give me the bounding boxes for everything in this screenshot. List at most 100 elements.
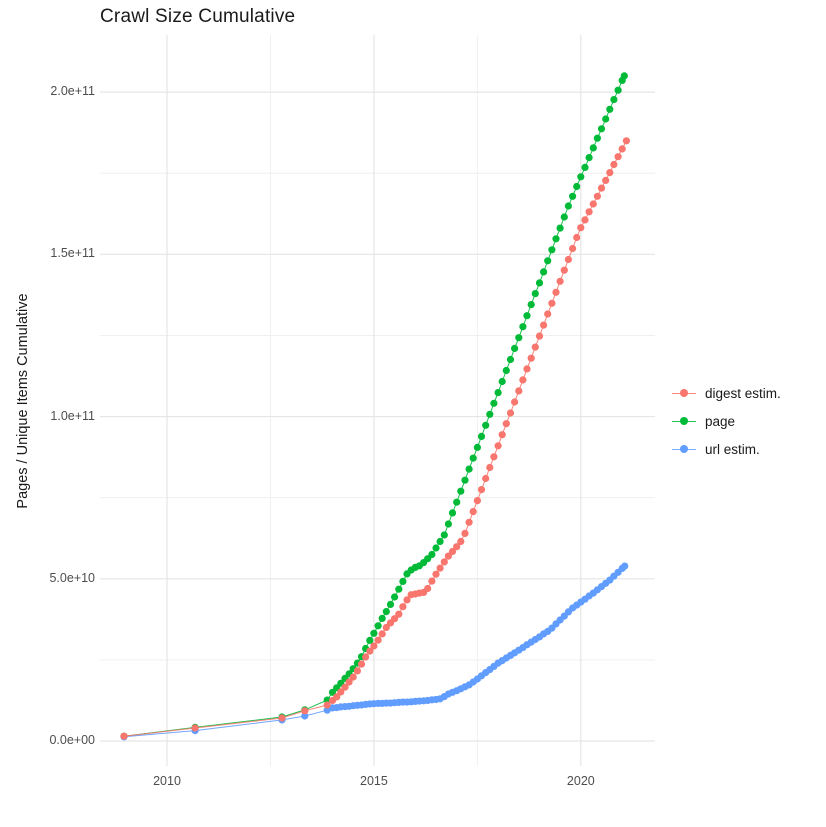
data-point <box>581 163 589 171</box>
data-point <box>602 176 610 184</box>
data-point <box>515 334 523 342</box>
data-point <box>482 421 490 429</box>
data-point <box>374 636 382 644</box>
data-point <box>386 600 395 609</box>
data-point <box>399 603 407 611</box>
data-point <box>440 531 448 539</box>
data-point <box>486 463 494 472</box>
data-point <box>589 144 597 152</box>
data-point <box>473 443 481 451</box>
data-point <box>614 86 622 94</box>
data-point <box>573 233 581 242</box>
data-point <box>618 145 626 153</box>
data-point <box>523 365 531 373</box>
data-point <box>395 585 403 593</box>
data-point <box>556 277 564 285</box>
data-point <box>457 537 465 546</box>
legend-key-point-icon <box>672 386 696 400</box>
data-point <box>502 366 510 375</box>
data-point <box>477 432 486 440</box>
data-point <box>378 614 386 623</box>
y-tick-label: 2.0e+11 <box>50 84 95 99</box>
data-point <box>457 487 465 495</box>
data-point <box>428 577 436 585</box>
data-point <box>548 299 556 307</box>
data-point <box>515 387 523 395</box>
data-point <box>494 389 502 397</box>
data-point <box>510 398 519 406</box>
data-point <box>490 453 498 461</box>
data-point <box>337 688 345 696</box>
legend: digest estim. page url estim. <box>672 379 781 463</box>
data-point <box>498 377 506 386</box>
x-tick-label: 2010 <box>153 774 181 788</box>
data-point <box>448 547 457 556</box>
data-point <box>490 399 498 407</box>
data-point <box>589 200 597 208</box>
chart-title: Crawl Size Cumulative <box>100 6 296 27</box>
legend-key-point-icon <box>672 414 696 428</box>
data-point <box>328 688 337 696</box>
data-point <box>523 312 531 320</box>
data-point <box>366 647 374 655</box>
data-point <box>548 246 556 254</box>
y-tick-label: 0.0e+00 <box>49 733 95 748</box>
data-point <box>527 301 535 309</box>
data-point <box>620 72 628 80</box>
data-point <box>323 701 331 709</box>
data-point <box>606 169 614 177</box>
data-point <box>569 244 577 253</box>
data-point <box>444 552 452 560</box>
data-point <box>444 520 452 528</box>
data-point <box>531 343 539 351</box>
data-point <box>544 310 552 318</box>
y-tick-label: 1.0e+11 <box>50 408 95 423</box>
data-point <box>614 153 622 161</box>
legend-label: url estim. <box>705 441 760 457</box>
legend-item-digest-estim: digest estim. <box>672 379 781 407</box>
data-point <box>610 160 618 169</box>
data-point <box>573 182 581 191</box>
data-point <box>428 550 436 559</box>
data-point <box>453 498 461 506</box>
data-point <box>560 213 568 221</box>
data-point <box>552 288 560 296</box>
data-point <box>278 714 286 722</box>
data-point <box>502 420 510 428</box>
data-point <box>469 454 477 462</box>
data-point <box>395 610 403 618</box>
data-point <box>597 125 606 133</box>
data-point <box>391 615 399 623</box>
data-point <box>370 629 378 637</box>
data-point <box>564 255 573 264</box>
data-point <box>585 208 593 216</box>
data-point <box>519 323 527 331</box>
data-point <box>577 224 585 232</box>
data-point <box>465 518 473 526</box>
data-point <box>357 660 366 668</box>
data-point <box>424 584 432 593</box>
data-point <box>370 642 378 650</box>
data-point <box>597 184 606 192</box>
data-point <box>506 409 515 417</box>
x-tick-label: 2020 <box>566 774 595 788</box>
data-point <box>506 355 515 364</box>
data-point <box>482 474 490 483</box>
data-point <box>374 622 382 630</box>
data-point <box>486 410 494 418</box>
data-point <box>622 137 631 145</box>
x-tick-label: 2015 <box>360 774 388 788</box>
data-point <box>544 257 552 265</box>
y-tick-label: 5.0e+10 <box>49 570 95 585</box>
data-point <box>465 465 473 473</box>
data-point <box>602 115 610 123</box>
data-point <box>432 544 440 552</box>
data-point <box>440 558 448 566</box>
data-point <box>391 593 399 601</box>
legend-label: page <box>705 413 736 429</box>
data-point <box>461 529 469 538</box>
data-point <box>577 173 585 181</box>
data-point <box>564 202 573 210</box>
